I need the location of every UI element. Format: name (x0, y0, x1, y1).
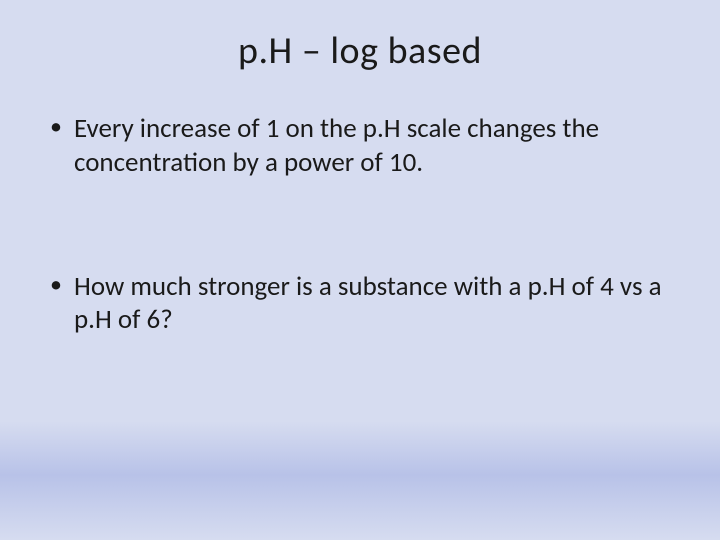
bullet-list: Every increase of 1 on the p.H scale cha… (48, 112, 672, 337)
slide-title: p.H – log based (48, 28, 672, 74)
bullet-item: Every increase of 1 on the p.H scale cha… (48, 112, 672, 180)
slide-container: p.H – log based Every increase of 1 on t… (0, 0, 720, 540)
bullet-item: How much stronger is a substance with a … (48, 270, 672, 338)
